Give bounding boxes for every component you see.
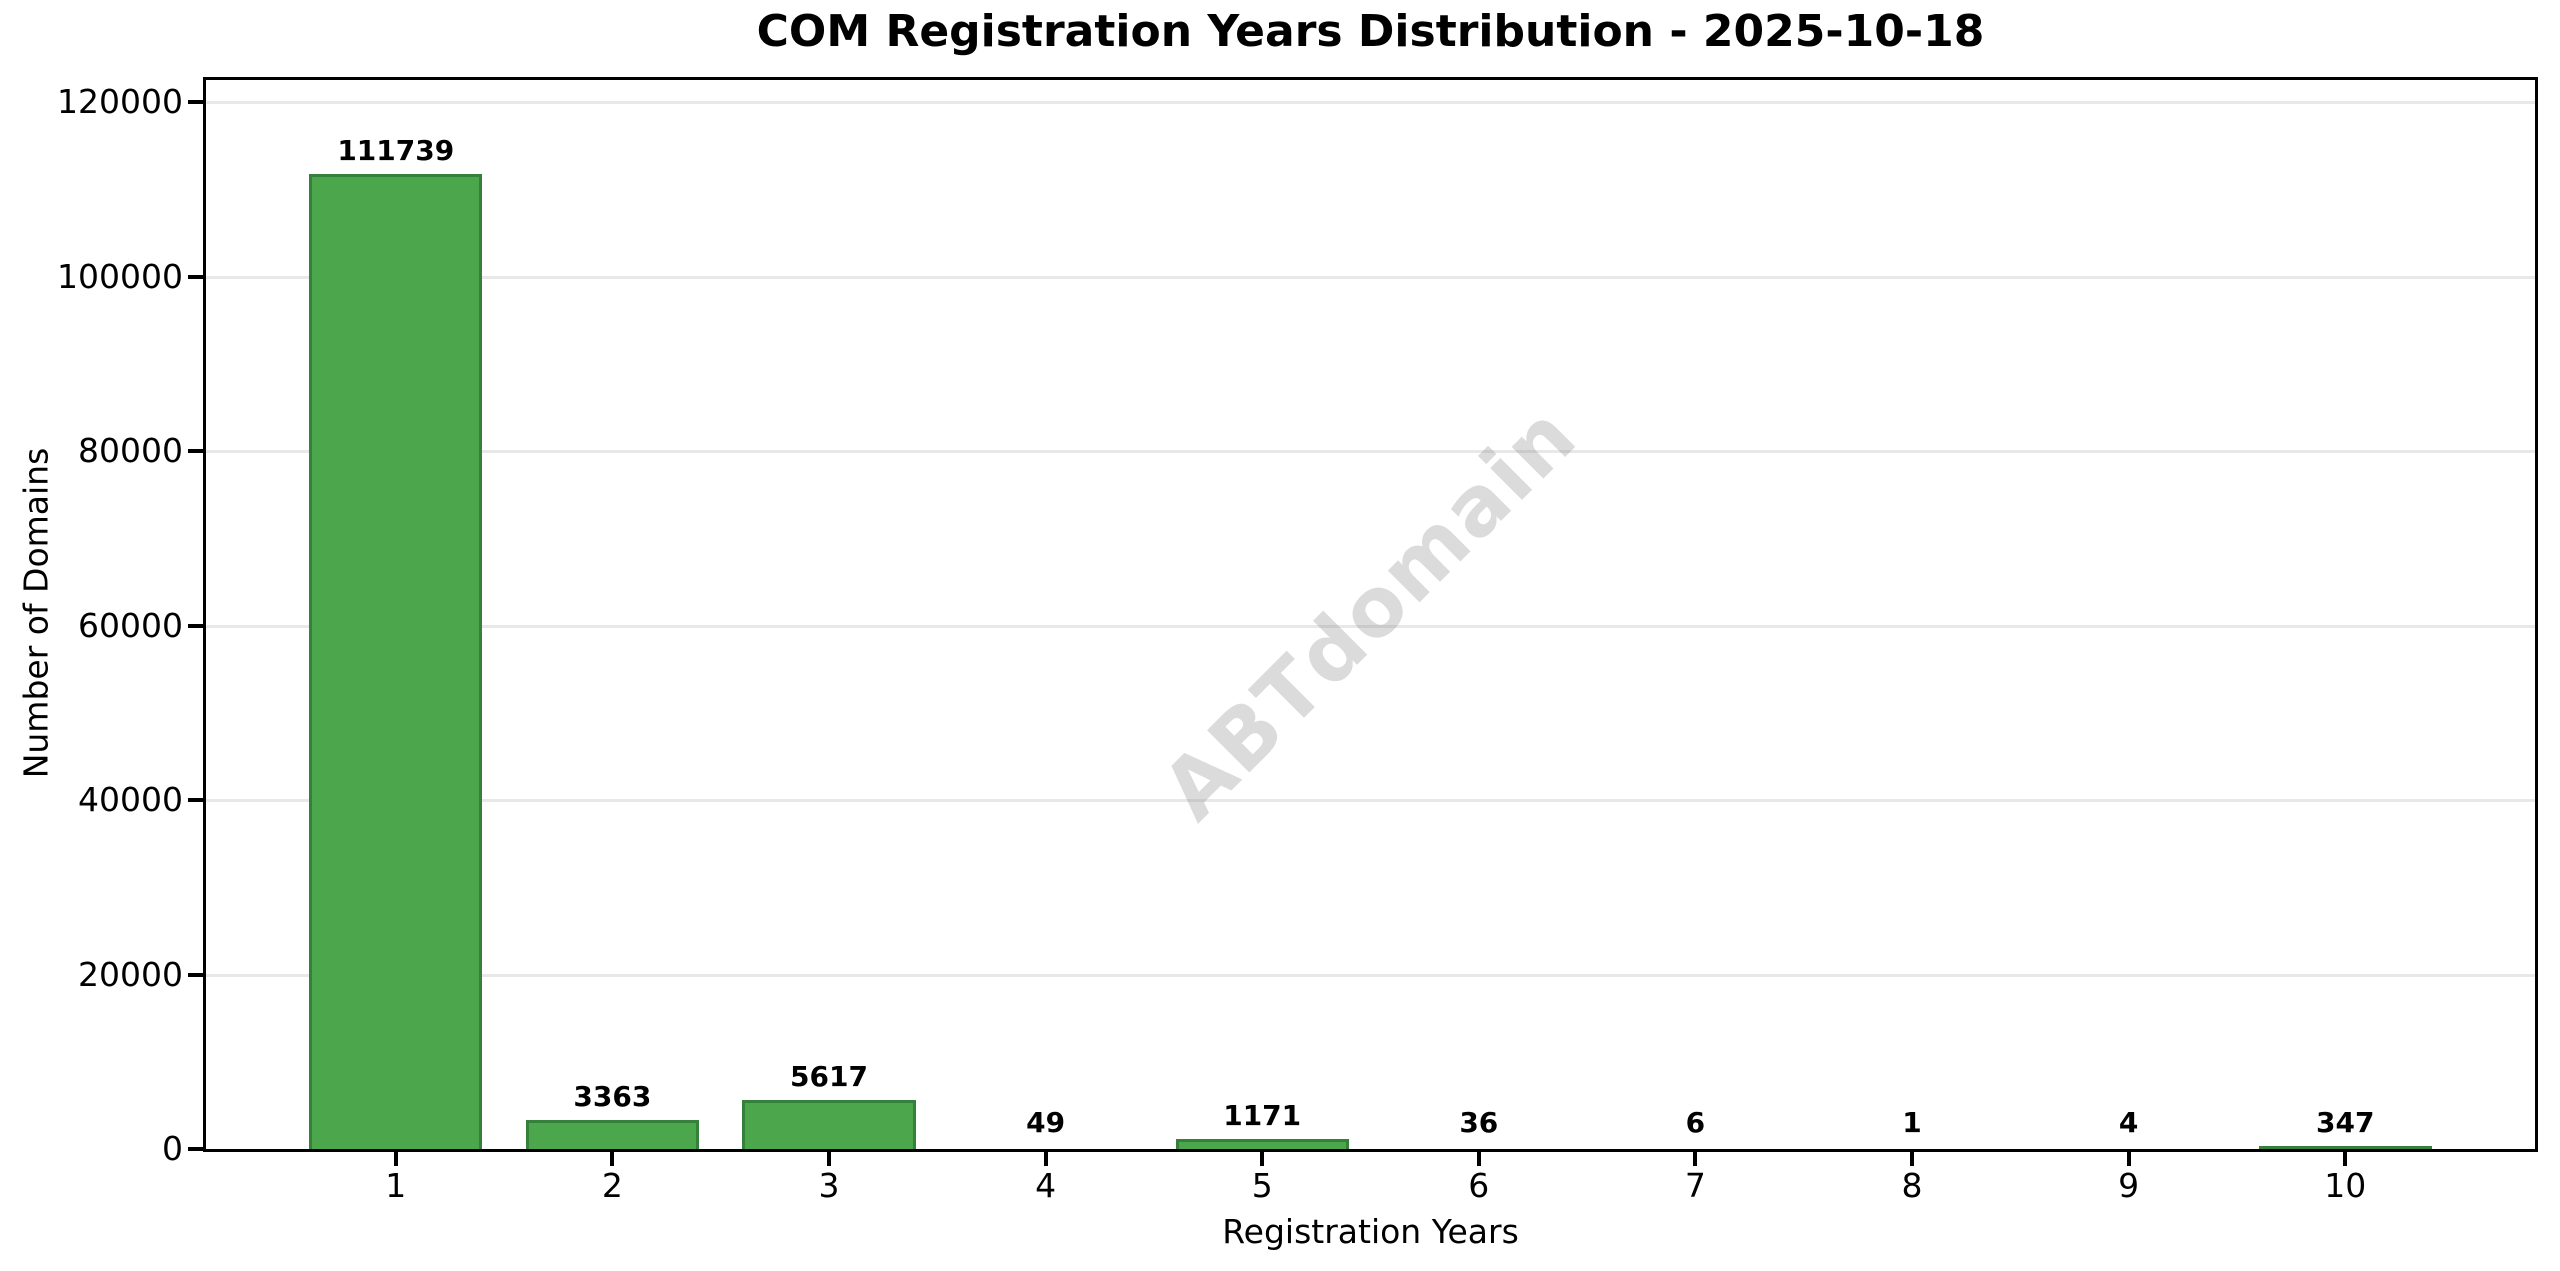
bar xyxy=(309,174,483,1149)
bar-value-label: 36 xyxy=(1459,1106,1499,1139)
y-tick-mark xyxy=(188,274,203,279)
chart-title: COM Registration Years Distribution - 20… xyxy=(756,6,1985,57)
h-gridline xyxy=(206,275,2535,279)
x-tick-label: 2 xyxy=(601,1166,623,1205)
x-tick-label: 7 xyxy=(1684,1166,1706,1205)
x-tick-mark xyxy=(1693,1152,1698,1166)
h-gridline xyxy=(206,450,2535,454)
bar xyxy=(742,1100,916,1149)
y-tick-label: 20000 xyxy=(78,954,183,994)
bar-value-label: 4 xyxy=(2118,1106,2139,1139)
y-tick-mark xyxy=(188,449,203,454)
bar xyxy=(1175,1138,1349,1149)
bar xyxy=(525,1119,700,1149)
bar-value-label: 347 xyxy=(2315,1105,2375,1139)
x-tick-label: 4 xyxy=(1035,1166,1057,1205)
y-tick-mark xyxy=(188,623,203,628)
x-tick-mark xyxy=(610,1152,615,1166)
y-tick-mark xyxy=(188,1147,203,1151)
x-tick-label: 10 xyxy=(2324,1166,2367,1205)
h-gridline xyxy=(206,101,2535,105)
h-gridline xyxy=(206,799,2535,803)
bar-value-label: 111739 xyxy=(337,134,455,168)
y-tick-mark xyxy=(188,100,203,105)
x-tick-label: 5 xyxy=(1251,1166,1273,1205)
bar xyxy=(2258,1145,2432,1149)
x-tick-mark xyxy=(1260,1152,1265,1166)
watermark-text: ABTdomain xyxy=(1144,387,1596,839)
y-tick-label: 60000 xyxy=(78,605,183,645)
x-tick-label: 9 xyxy=(2118,1166,2140,1205)
y-tick-mark xyxy=(188,972,203,977)
x-tick-mark xyxy=(2343,1152,2348,1166)
x-tick-label: 1 xyxy=(385,1166,407,1205)
bar-value-label: 3363 xyxy=(573,1079,652,1113)
y-tick-label: 120000 xyxy=(57,82,183,122)
y-axis-label: Number of Domains xyxy=(16,447,56,779)
bar-value-label: 49 xyxy=(1026,1106,1066,1139)
x-tick-mark xyxy=(2126,1152,2131,1166)
y-tick-label: 100000 xyxy=(57,256,183,296)
y-tick-mark xyxy=(188,798,203,803)
x-axis-label: Registration Years xyxy=(1222,1212,1519,1251)
bar-value-label: 1171 xyxy=(1223,1098,1302,1132)
y-tick-label: 40000 xyxy=(78,780,183,820)
y-tick-label: 0 xyxy=(162,1129,183,1168)
x-tick-label: 6 xyxy=(1468,1166,1490,1205)
bar-value-label: 6 xyxy=(1685,1106,1706,1139)
h-gridline xyxy=(206,624,2535,628)
bar-value-label: 5617 xyxy=(790,1060,868,1093)
x-tick-mark xyxy=(1043,1152,1048,1166)
x-tick-label: 3 xyxy=(818,1166,840,1205)
x-tick-mark xyxy=(393,1152,398,1166)
x-tick-mark xyxy=(1476,1152,1481,1166)
h-gridline xyxy=(206,973,2535,977)
x-tick-label: 8 xyxy=(1901,1166,1923,1205)
x-tick-mark xyxy=(826,1152,831,1166)
y-tick-label: 80000 xyxy=(78,431,183,471)
x-tick-mark xyxy=(1910,1152,1914,1166)
bar-value-label: 1 xyxy=(1902,1106,1922,1139)
